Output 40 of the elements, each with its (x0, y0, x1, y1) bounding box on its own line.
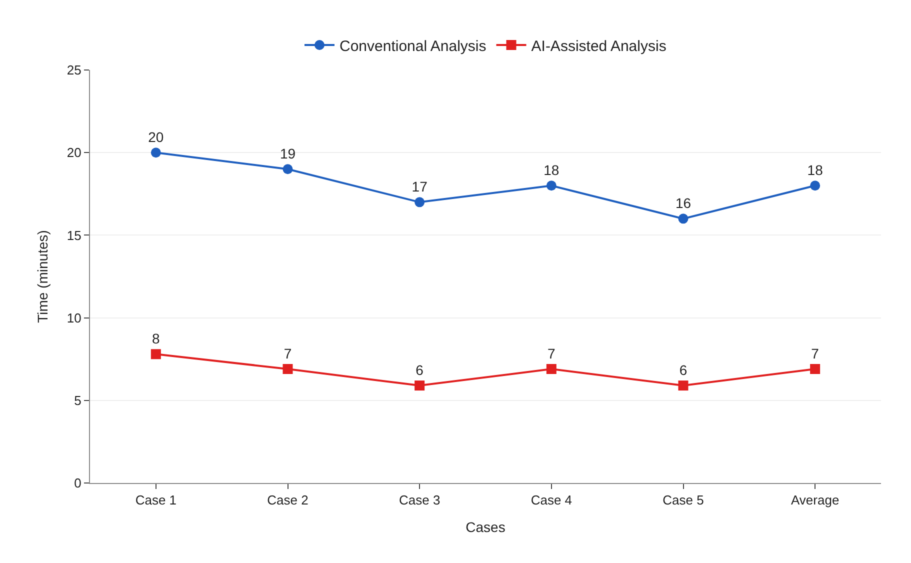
x-tick-label: Case 5 (662, 492, 704, 508)
data-label: 17 (412, 178, 428, 194)
point (678, 380, 688, 391)
data-label: 8 (152, 330, 160, 346)
point (150, 148, 161, 158)
point (678, 214, 688, 224)
point (414, 197, 425, 208)
data-label: 18 (807, 162, 824, 178)
x-axis-title: Cases (466, 518, 506, 535)
point (414, 380, 425, 391)
x-tick-label: Average (790, 492, 840, 508)
y-tick-label: 5 (74, 392, 82, 408)
data-label: 6 (679, 362, 688, 378)
y-axis-title: Time (minutes) (34, 230, 51, 323)
data-label: 16 (675, 194, 692, 211)
x-tick-label: Case 4 (530, 492, 572, 508)
x-tick-label: Case 1 (135, 492, 177, 508)
data-label: 7 (548, 345, 556, 362)
y-tick-label: 0 (74, 476, 82, 491)
x-tick-label: Case 2 (267, 492, 308, 508)
data-label: 20 (148, 128, 164, 145)
point (546, 364, 556, 374)
x-tick-label: Case 3 (398, 492, 440, 508)
y-tick-label: 10 (66, 310, 82, 326)
data-label: 7 (284, 345, 292, 362)
point (282, 164, 293, 174)
data-label: 6 (416, 362, 424, 378)
data-label: 19 (280, 145, 296, 162)
point (810, 364, 820, 374)
y-tick-label: 20 (66, 145, 82, 160)
legend-label: Conventional Analysis (340, 38, 486, 55)
point (282, 364, 293, 374)
point (150, 349, 161, 360)
point (810, 180, 820, 191)
point (546, 180, 556, 191)
legend-label: AI-Assisted Analysis (531, 38, 666, 55)
y-tick-label: 25 (66, 62, 82, 78)
data-label: 7 (811, 345, 820, 362)
data-label: 18 (544, 162, 560, 178)
y-tick-label: 15 (66, 228, 82, 243)
